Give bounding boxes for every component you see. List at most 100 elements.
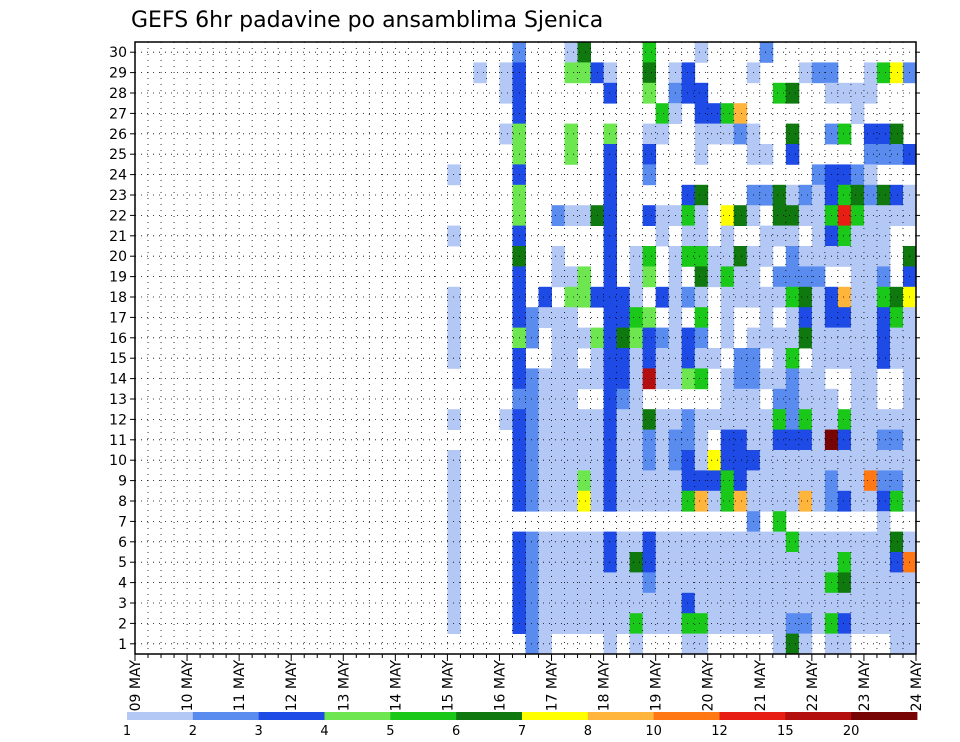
heatmap-cell [772,633,787,655]
heatmap-cell [863,450,878,471]
heatmap-cell [785,307,800,328]
y-tick-label: 10 [109,453,127,469]
heatmap-cell [564,327,578,349]
heatmap-cell [733,470,748,492]
legend-swatch [785,712,852,720]
heatmap-cell [798,246,813,267]
heatmap-cell [551,327,565,349]
heatmap-cell [629,552,644,573]
heatmap-cell [629,286,644,308]
heatmap-cell [720,327,735,349]
legend-swatch [324,712,391,720]
heatmap-cell [603,184,618,206]
heatmap-cell [850,592,865,614]
heatmap-cell [577,205,591,226]
heatmap-cell [707,531,722,553]
heatmap-cell [603,572,618,594]
heatmap-cell [551,531,565,553]
heatmap-cell [720,123,735,145]
heatmap-cell [551,470,565,492]
heatmap-cell [889,348,904,369]
heatmap-cell [538,286,552,308]
heatmap-cell [629,348,644,369]
heatmap-cell [720,246,735,267]
heatmap-cell [564,450,578,471]
x-tick-label: 11 MAY [232,660,248,712]
heatmap-cell [811,205,826,226]
heatmap-cell [629,327,644,349]
heatmap-cell [551,246,565,267]
heatmap-cell [447,613,461,634]
heatmap-cell [551,552,565,573]
heatmap-cell [759,327,774,349]
heatmap-cell [525,531,539,553]
heatmap-cell [564,42,578,63]
heatmap-cell [889,327,904,349]
heatmap-cell [642,613,657,634]
heatmap-cell [564,307,578,328]
heatmap-cell [655,592,670,614]
heatmap-cell [707,409,722,430]
heatmap-cell [876,531,891,553]
heatmap-cell [863,348,878,369]
heatmap-cell [876,327,891,349]
heatmap-cell [655,225,670,247]
y-tick-label: 2 [118,616,127,632]
heatmap-cell [798,613,813,634]
heatmap-cell [772,531,787,553]
heatmap-cell [863,205,878,226]
heatmap-cell [447,164,461,186]
heatmap-cell [876,123,891,145]
heatmap-cell [733,613,748,634]
heatmap-cell [577,409,591,430]
heatmap-cell [655,429,670,451]
heatmap-cell [694,592,709,614]
heatmap-cell [564,348,578,369]
heatmap-cell [720,307,735,328]
heatmap-cell [577,490,591,512]
heatmap-cell [655,103,670,124]
heatmap-cell [837,470,852,492]
heatmap-cell [538,531,552,553]
heatmap-cell [603,225,618,247]
heatmap-cell [759,184,774,206]
heatmap-cell [525,572,539,594]
heatmap-cell [616,368,631,390]
heatmap-cell [447,592,461,614]
heatmap-cell [551,368,565,390]
heatmap-cell [798,531,813,553]
heatmap-cell [629,470,644,492]
y-tick-label: 7 [118,514,127,530]
heatmap-cell [655,572,670,594]
heatmap-cell [629,490,644,512]
heatmap-cell [629,409,644,430]
heatmap-cell [525,633,539,655]
heatmap-cell [785,205,800,226]
heatmap-cell [616,409,631,430]
heatmap-cell [564,490,578,512]
heatmap-cell [720,266,735,288]
x-tick-label: 24 MAY [909,660,925,712]
heatmap-cell [772,490,787,512]
heatmap-cell [525,388,539,410]
heatmap-cell [759,286,774,308]
heatmap-cell [538,470,552,492]
heatmap-cell [772,205,787,226]
heatmap-cell [538,307,552,328]
heatmap-cell [863,409,878,430]
heatmap-cell [616,450,631,471]
heatmap-cell [863,531,878,553]
heatmap-cell [603,205,618,226]
heatmap-cell [681,572,696,594]
heatmap-cell [837,348,852,369]
x-tick-label: 10 MAY [180,660,196,712]
heatmap-cell [538,388,552,410]
heatmap-cell [837,592,852,614]
y-tick-label: 26 [109,127,127,143]
heatmap-cell [733,450,748,471]
heatmap-cell [772,429,787,451]
heatmap-cell [681,82,696,104]
heatmap-cell [759,490,774,512]
heatmap-cell [642,409,657,430]
